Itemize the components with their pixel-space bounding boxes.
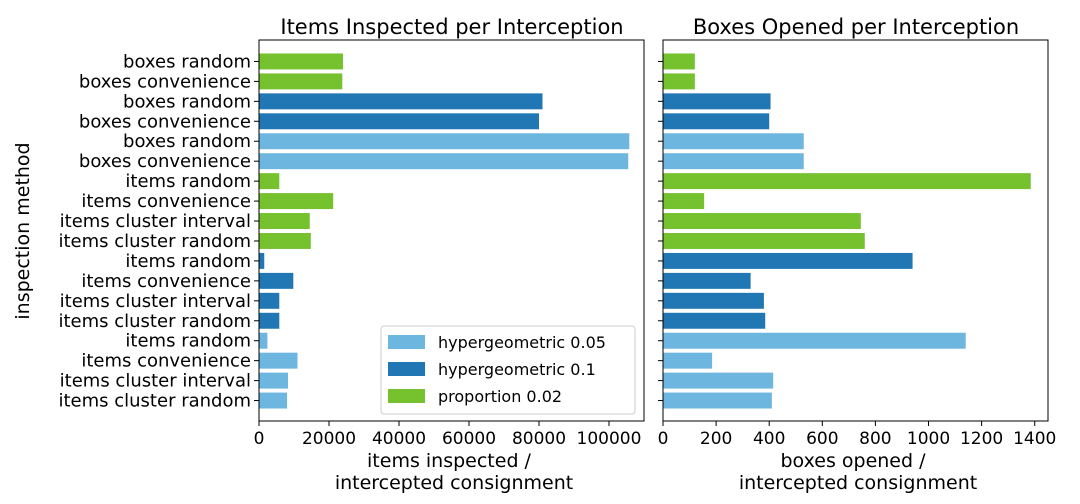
left-chart-title: Items Inspected per Interception <box>280 15 623 39</box>
category-label-15: boxes random <box>123 91 251 112</box>
left-panel: Items Inspected per Interception items c… <box>12 15 645 494</box>
category-label-8: items cluster random <box>58 231 251 252</box>
legend-frame <box>380 325 636 415</box>
right-x-axis-label-line-2: intercepted consignment <box>739 472 977 494</box>
right-bar-16 <box>663 73 695 90</box>
left-x-ticks: 0 20000 40000 60000 80000 100000 <box>254 421 642 449</box>
right-bar-11 <box>663 173 1031 190</box>
category-label-14: boxes convenience <box>79 111 251 132</box>
category-label-10: items convenience <box>81 191 251 212</box>
left-x-tick-label-5: 100000 <box>577 429 642 449</box>
left-plot-frame <box>258 39 645 422</box>
category-label-3: items random <box>125 331 251 352</box>
category-label-13: boxes random <box>123 131 251 152</box>
right-bar-1 <box>663 372 774 389</box>
legend-swatch-proportion-0-02 <box>388 389 425 403</box>
right-x-ticks: 0 200 400 600 800 1000 1200 1400 <box>658 60 1056 449</box>
right-panel: Boxes Opened per Interception 0 200 400 600… <box>658 15 1057 494</box>
legend-swatch-hypergeometric-0-1 <box>388 362 425 376</box>
right-bar-7 <box>663 252 913 269</box>
right-x-tick-label-4: 800 <box>859 429 891 449</box>
left-x-tick-label-2: 40000 <box>372 429 426 449</box>
left-bar-8 <box>259 232 311 249</box>
right-x-tick-label-2: 400 <box>753 429 785 449</box>
right-bar-4 <box>663 312 766 329</box>
right-bar-13 <box>663 133 804 150</box>
right-x-tick-label-3: 600 <box>806 429 838 449</box>
left-bar-15 <box>259 93 543 110</box>
legend-label-hypergeometric-0-05: hypergeometric 0.05 <box>438 333 606 352</box>
category-label-4: items cluster random <box>58 311 251 332</box>
left-bar-3 <box>259 332 268 349</box>
right-bar-12 <box>663 153 804 170</box>
category-label-17: boxes random <box>123 51 251 72</box>
left-bar-10 <box>259 193 334 210</box>
legend: hypergeometric 0.05 hypergeometric 0.1 p… <box>380 325 636 415</box>
left-x-axis-label-line-2: intercepted consignment <box>335 472 573 494</box>
left-bar-0 <box>259 392 287 409</box>
left-bar-4 <box>259 312 280 329</box>
y-axis-label: inspection method <box>12 142 34 319</box>
category-label-0: items cluster random <box>58 391 251 412</box>
right-bars <box>663 53 1031 409</box>
right-bar-10 <box>663 193 705 210</box>
left-bar-12 <box>259 153 629 170</box>
category-label-2: items convenience <box>81 351 251 372</box>
left-bars <box>259 53 630 409</box>
right-bar-3 <box>663 332 966 349</box>
left-bar-6 <box>259 272 294 289</box>
left-x-tick-label-3: 60000 <box>442 429 496 449</box>
left-bar-7 <box>259 252 265 269</box>
left-bar-9 <box>259 213 310 230</box>
left-bar-2 <box>259 352 298 369</box>
legend-swatch-hypergeometric-0-05 <box>388 335 425 349</box>
category-label-11: items random <box>125 171 251 192</box>
left-bar-11 <box>259 173 280 190</box>
left-x-tick-label-4: 80000 <box>512 429 566 449</box>
category-label-6: items convenience <box>81 271 251 292</box>
right-bar-0 <box>663 392 772 409</box>
category-label-5: items cluster interval <box>60 291 251 312</box>
category-label-9: items cluster interval <box>60 211 251 232</box>
right-x-tick-label-0: 0 <box>658 429 669 449</box>
left-bar-17 <box>259 53 343 70</box>
category-label-12: boxes convenience <box>79 151 251 172</box>
category-label-16: boxes convenience <box>79 71 251 92</box>
right-bar-8 <box>663 232 865 249</box>
left-bar-13 <box>259 133 630 150</box>
right-x-tick-label-1: 200 <box>700 429 732 449</box>
right-bar-15 <box>663 93 771 110</box>
left-bar-5 <box>259 292 280 309</box>
legend-label-proportion-0-02: proportion 0.02 <box>438 387 562 406</box>
right-plot-frame <box>662 39 1049 422</box>
legend-label-hypergeometric-0-1: hypergeometric 0.1 <box>438 360 596 379</box>
right-bar-17 <box>663 53 695 70</box>
left-bar-16 <box>259 73 343 90</box>
right-bar-2 <box>663 352 713 369</box>
left-x-tick-label-1: 20000 <box>302 429 356 449</box>
right-bar-5 <box>663 292 764 309</box>
right-bar-6 <box>663 272 751 289</box>
right-bar-9 <box>663 213 861 230</box>
right-chart-title: Boxes Opened per Interception <box>693 15 1019 39</box>
left-bar-1 <box>259 372 289 389</box>
right-bar-14 <box>663 113 770 130</box>
category-label-7: items random <box>125 251 251 272</box>
right-x-tick-label-5: 1000 <box>907 429 950 449</box>
left-x-axis-label-line-1: items inspected / <box>367 450 532 472</box>
left-x-tick-label-0: 0 <box>254 429 265 449</box>
right-x-tick-label-7: 1400 <box>1013 429 1056 449</box>
right-x-tick-label-6: 1200 <box>960 429 1003 449</box>
category-label-1: items cluster interval <box>60 371 251 392</box>
left-bar-14 <box>259 113 539 130</box>
right-x-axis-label-line-1: boxes opened / <box>781 450 927 472</box>
